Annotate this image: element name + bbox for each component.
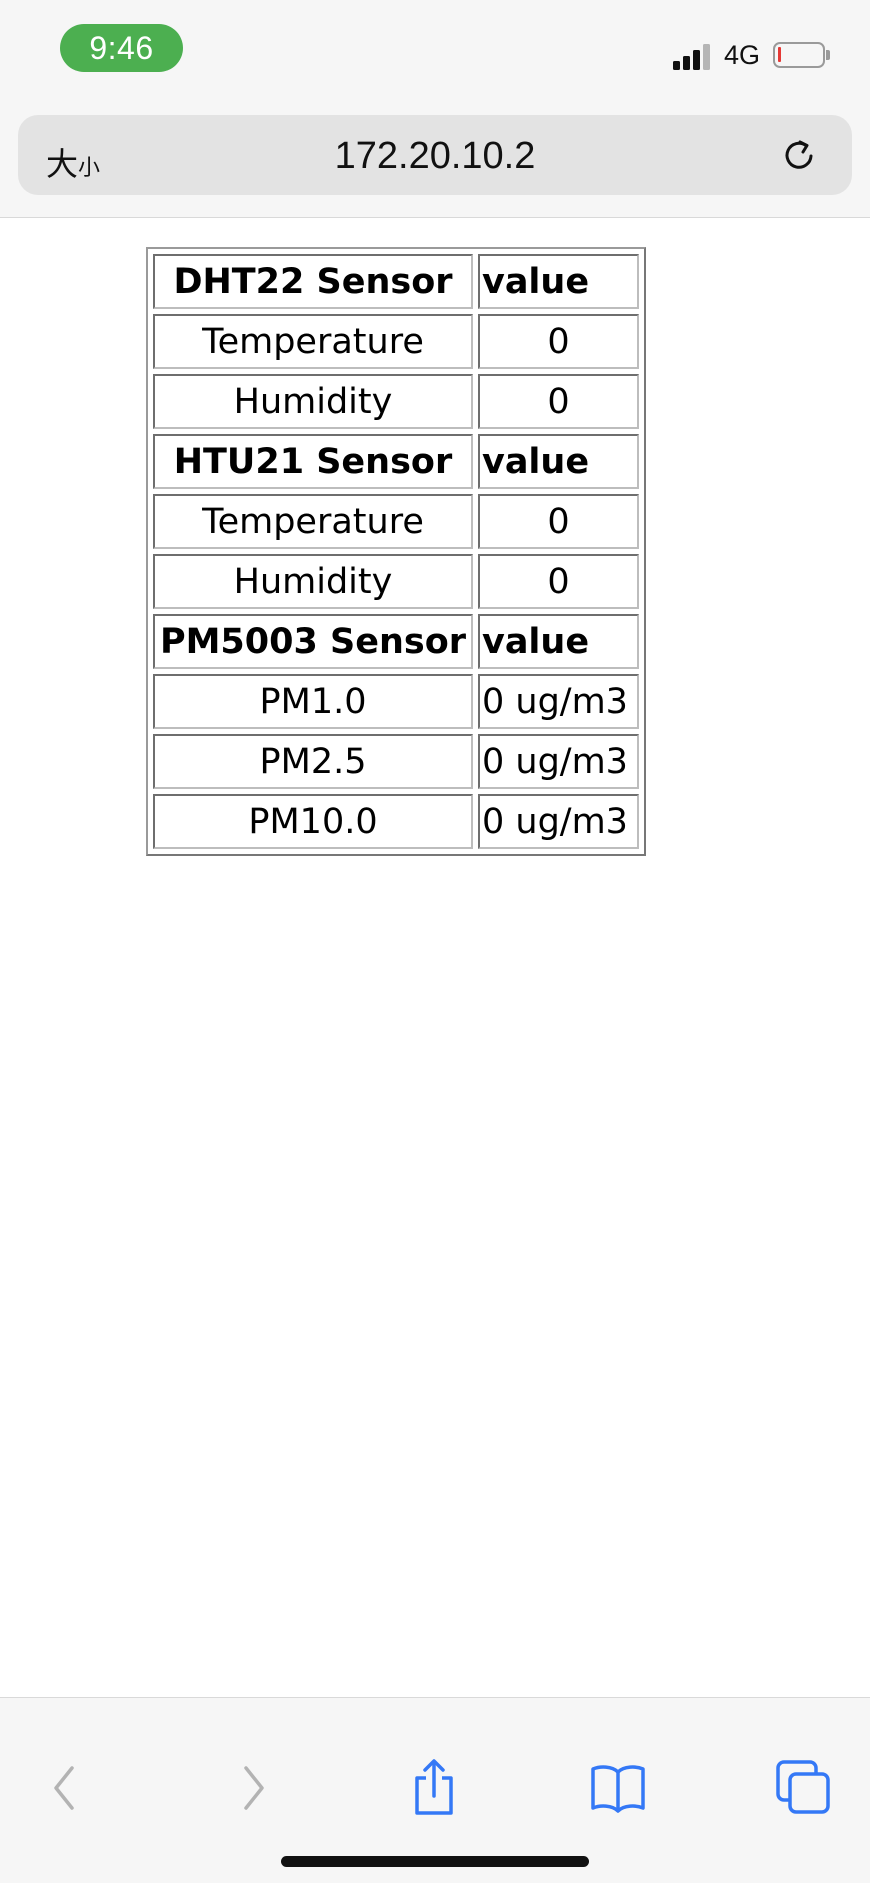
table-section-header: HTU21 Sensor value: [153, 434, 639, 489]
section-title: HTU21 Sensor: [153, 434, 473, 489]
home-indicator: [281, 1856, 589, 1867]
tabs-icon[interactable]: [774, 1758, 834, 1818]
browser-address-area: 大小 172.20.10.2: [0, 110, 870, 218]
row-label: PM1.0: [153, 674, 473, 729]
row-value: 0 ug/m3: [478, 794, 639, 849]
battery-level: [778, 47, 781, 62]
row-label: Temperature: [153, 494, 473, 549]
section-value-header: value: [478, 434, 639, 489]
forward-icon[interactable]: [222, 1758, 282, 1818]
text-size-button[interactable]: 大小: [46, 139, 100, 185]
row-label: Humidity: [153, 554, 473, 609]
row-value: 0: [478, 374, 639, 429]
sensor-table: DHT22 Sensor value Temperature 0 Humidit…: [146, 247, 646, 856]
table-row: PM10.0 0 ug/m3: [153, 794, 639, 849]
row-value: 0: [478, 494, 639, 549]
text-size-large: 大: [46, 145, 79, 183]
section-title: DHT22 Sensor: [153, 254, 473, 309]
status-time[interactable]: 9:46: [60, 24, 183, 72]
address-bar[interactable]: 大小 172.20.10.2: [18, 115, 852, 195]
cellular-signal-icon: [673, 44, 713, 70]
section-value-header: value: [478, 254, 639, 309]
table-row: Temperature 0: [153, 494, 639, 549]
row-label: PM10.0: [153, 794, 473, 849]
back-icon[interactable]: [36, 1758, 96, 1818]
reload-icon[interactable]: [780, 135, 820, 175]
battery-icon: [773, 42, 825, 68]
row-value: 0 ug/m3: [478, 734, 639, 789]
share-icon[interactable]: [404, 1758, 464, 1818]
table-row: Temperature 0: [153, 314, 639, 369]
bookmarks-icon[interactable]: [588, 1758, 648, 1818]
table-row: Humidity 0: [153, 374, 639, 429]
battery-tip: [826, 50, 830, 60]
table-row: Humidity 0: [153, 554, 639, 609]
url-text[interactable]: 172.20.10.2: [334, 135, 536, 177]
network-type: 4G: [724, 40, 761, 70]
section-title: PM5003 Sensor: [153, 614, 473, 669]
table-row: PM1.0 0 ug/m3: [153, 674, 639, 729]
row-label: PM2.5: [153, 734, 473, 789]
section-value-header: value: [478, 614, 639, 669]
row-label: Temperature: [153, 314, 473, 369]
text-size-small: 小: [78, 156, 101, 181]
table-section-header: DHT22 Sensor value: [153, 254, 639, 309]
row-value: 0 ug/m3: [478, 674, 639, 729]
row-label: Humidity: [153, 374, 473, 429]
table-row: PM2.5 0 ug/m3: [153, 734, 639, 789]
row-value: 0: [478, 554, 639, 609]
table-section-header: PM5003 Sensor value: [153, 614, 639, 669]
row-value: 0: [478, 314, 639, 369]
status-bar: 9:46 4G: [0, 0, 870, 110]
browser-toolbar: [0, 1697, 870, 1883]
